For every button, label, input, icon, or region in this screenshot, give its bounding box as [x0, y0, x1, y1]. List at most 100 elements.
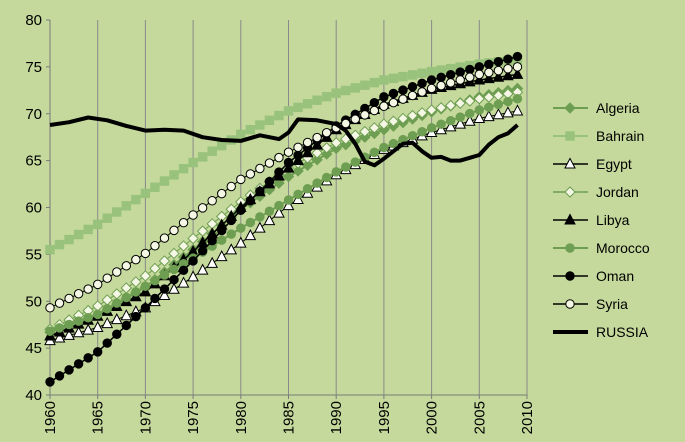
point-oman-1994: [369, 97, 380, 108]
x-tick-label-1985: 1985: [281, 401, 298, 434]
point-oman-1983: [264, 176, 275, 187]
point-bahrain-1976: [197, 152, 208, 162]
point-syria-2002: [445, 78, 456, 88]
point-morocco-2003: [455, 112, 465, 122]
point-egypt-1962: [63, 328, 75, 340]
point-syria-1961: [54, 298, 65, 308]
point-egypt-1985: [282, 199, 295, 211]
point-morocco-1994: [369, 147, 380, 158]
point-syria-1965: [93, 279, 103, 290]
point-egypt-1974: [177, 276, 190, 288]
point-syria-1963: [73, 289, 84, 299]
point-morocco-1971: [150, 275, 160, 286]
point-bahrain-1978: [217, 140, 227, 151]
point-oman-1980: [236, 205, 246, 216]
point-morocco-1982: [255, 212, 265, 222]
legend-item-jordan: Jordan: [553, 184, 639, 200]
point-oman-1960: [45, 377, 55, 387]
legend-label-russia: RUSSIA: [596, 324, 649, 340]
legend-item-morocco: Morocco: [553, 240, 650, 256]
point-syria-2001: [436, 80, 446, 91]
point-syria-1995: [379, 101, 389, 111]
point-syria-1964: [83, 284, 93, 294]
point-morocco-1985: [283, 195, 294, 205]
point-oman-1998: [407, 82, 418, 92]
point-jordan-1969: [130, 276, 142, 288]
point-morocco-1998: [407, 130, 418, 141]
point-jordan-1972: [158, 255, 171, 267]
point-syria-1971: [150, 241, 160, 251]
point-morocco-1966: [102, 304, 112, 314]
point-syria-2009: [512, 62, 523, 72]
point-jordan-1995: [378, 118, 390, 130]
point-egypt-1984: [273, 206, 285, 218]
point-morocco-1991: [341, 162, 351, 172]
point-bahrain-1996: [388, 73, 399, 84]
point-oman-1967: [112, 329, 122, 339]
point-syria-1967: [112, 267, 122, 277]
point-jordan-1999: [416, 107, 428, 119]
point-oman-1996: [388, 88, 399, 99]
point-oman-1975: [188, 256, 198, 266]
point-bahrain-1983: [264, 115, 275, 126]
point-syria-1989: [321, 127, 332, 138]
y-tick-label-75: 75: [25, 59, 42, 76]
y-tick-label-70: 70: [25, 106, 42, 123]
point-oman-1979: [226, 215, 236, 226]
point-morocco-1990: [331, 167, 341, 177]
legend-swatch-marker-bahrain: [565, 131, 575, 141]
legend-label-egypt: Egypt: [596, 156, 632, 172]
point-jordan-2005: [473, 93, 486, 105]
point-oman-1974: [178, 265, 189, 276]
point-morocco-1965: [93, 309, 103, 320]
series-russia: [49, 115, 519, 168]
point-syria-1991: [341, 118, 351, 129]
point-syria-1993: [360, 110, 370, 120]
point-bahrain-1984: [274, 110, 284, 121]
point-algeria-1986: [292, 165, 304, 177]
point-oman-1972: [159, 284, 170, 294]
point-jordan-2003: [454, 97, 466, 109]
point-jordan-2001: [435, 102, 447, 114]
x-tick-label-2010: 2010: [519, 401, 536, 434]
point-syria-1987: [302, 137, 313, 148]
point-algeria-1988: [311, 153, 323, 166]
point-libya-2007: [492, 70, 505, 82]
point-syria-2004: [465, 72, 475, 82]
point-bahrain-1997: [398, 71, 408, 82]
point-morocco-2001: [436, 119, 446, 129]
point-egypt-2005: [473, 111, 486, 123]
point-oman-1965: [93, 347, 103, 357]
point-jordan-1998: [406, 109, 419, 122]
point-oman-1976: [197, 246, 208, 256]
point-oman-1977: [207, 235, 217, 246]
point-morocco-1963: [73, 316, 84, 326]
point-morocco-1968: [121, 292, 132, 303]
point-syria-1968: [121, 261, 132, 271]
point-bahrain-1977: [207, 146, 217, 156]
point-oman-1978: [217, 225, 227, 236]
point-egypt-2009: [511, 104, 524, 116]
point-algeria-1985: [282, 170, 295, 183]
point-bahrain-1995: [379, 75, 389, 85]
point-jordan-2002: [444, 99, 457, 112]
point-syria-1992: [350, 114, 360, 124]
y-tick-label-50: 50: [25, 293, 42, 310]
legend-swatch-marker-morocco: [565, 243, 575, 253]
y-tick-label-40: 40: [25, 387, 42, 404]
point-bahrain-2000: [426, 66, 437, 77]
legend-swatch-marker-egypt: [564, 157, 576, 169]
point-syria-2006: [484, 67, 494, 78]
point-jordan-1994: [368, 122, 381, 134]
point-oman-1970: [140, 303, 151, 313]
point-morocco-1981: [245, 217, 256, 228]
point-morocco-2006: [484, 102, 494, 112]
legend-swatch-marker-algeria: [564, 102, 576, 114]
point-syria-1994: [369, 105, 380, 116]
point-jordan-1973: [168, 247, 180, 260]
x-tick-label-1970: 1970: [137, 401, 154, 434]
point-syria-2003: [455, 75, 465, 85]
point-algeria-1987: [301, 159, 314, 172]
legend-item-syria: Syria: [553, 296, 628, 312]
